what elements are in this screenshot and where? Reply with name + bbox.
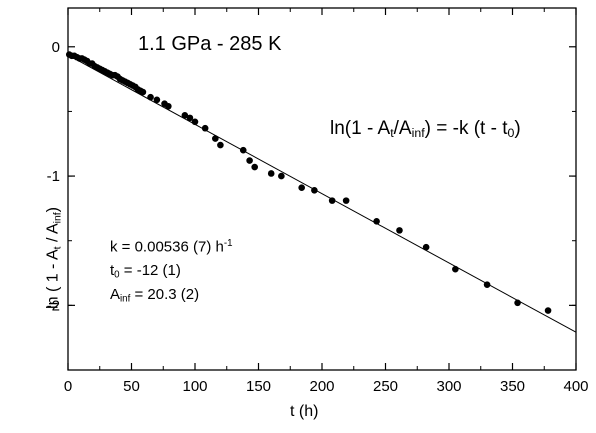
data-point [147,93,154,101]
data-point [251,163,258,171]
data-point [514,299,521,307]
x-tick-label: 50 [123,378,140,395]
data-point [328,197,336,204]
data-point [186,114,194,122]
data-point [544,307,552,314]
data-point [373,218,380,225]
x-tick-label: 0 [64,378,72,395]
data-point [311,186,318,194]
chart-title: 1.1 GPa - 285 K [138,33,282,55]
param-t0: t0 = -12 (1) [110,262,181,281]
y-tick-label: 0 [52,39,60,56]
data-point [212,135,219,142]
data-point [422,243,430,251]
data-point [452,265,459,273]
x-axis-label: t (h) [290,403,319,420]
data-point [181,112,189,119]
data-point [483,281,491,288]
data-point [396,227,403,234]
y-tick-label: -2 [47,297,60,314]
data-point [201,124,209,132]
param-ainf: Ainf = 20.3 (2) [110,286,200,305]
x-tick-label: 400 [563,378,588,395]
plot-frame [67,7,577,371]
data-point [342,197,350,204]
param-k: k = 0.00536 (7) h-1 [110,238,233,256]
data-point [298,184,305,192]
data-point [267,170,275,177]
data-point [191,118,199,126]
y-axis-label: ln ( 1 - At / Ainf) [44,207,64,309]
x-tick-label: 150 [246,378,271,395]
y-tick-label: -1 [47,168,60,185]
x-tick-label: 300 [436,378,461,395]
data-point [153,96,161,104]
data-point [278,172,285,180]
data-point [217,141,224,149]
fit-equation: ln(1 - At/Ainf) = -k (t - t0) [330,118,521,141]
x-tick-label: 350 [500,378,525,395]
data-point [139,88,147,96]
x-tick-label: 250 [373,378,398,395]
fit-line [67,54,577,333]
data-point [165,102,172,110]
x-tick-label: 100 [182,378,207,395]
x-tick-label: 200 [309,378,334,395]
data-point [239,146,247,154]
data-point [246,157,253,164]
